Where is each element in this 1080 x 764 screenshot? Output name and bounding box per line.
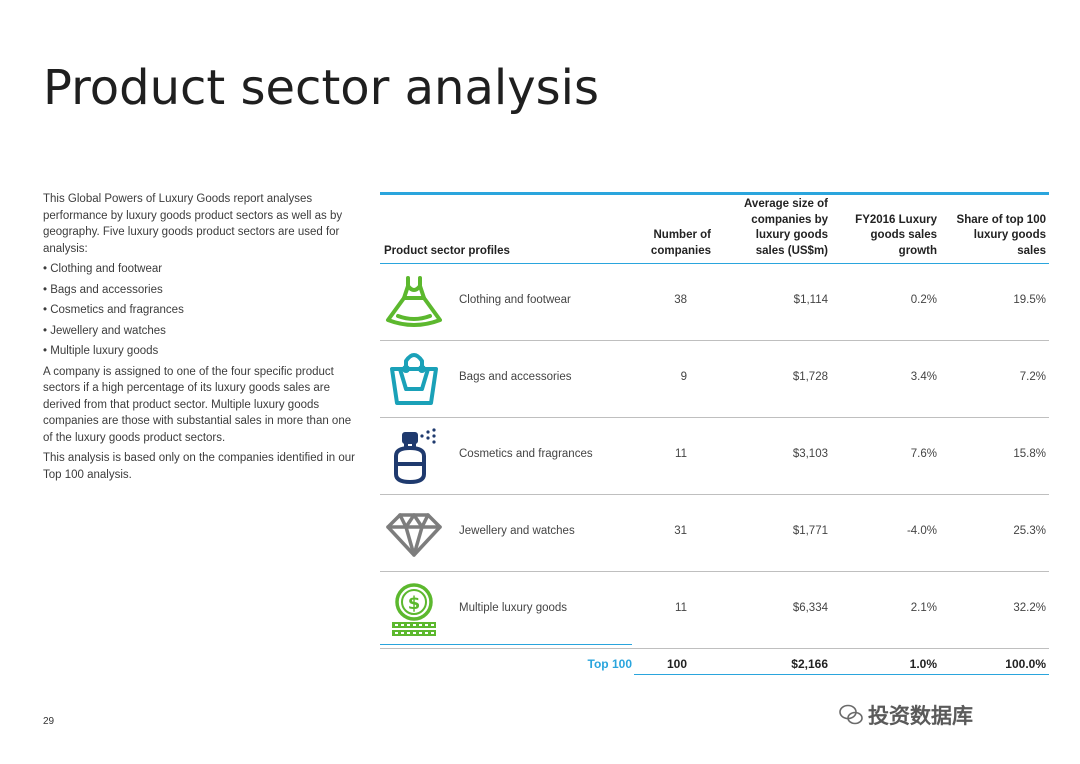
header-share: Share of top 100 luxury goods sales xyxy=(956,213,1046,257)
cell-growth: 0.2% xyxy=(910,294,937,306)
cell-share: 19.5% xyxy=(1013,294,1046,306)
perfume-icon xyxy=(394,428,436,484)
intro-paragraph-2: A company is assigned to one of the four… xyxy=(43,365,352,444)
table-header: Product sector profiles Number of compan… xyxy=(380,195,1049,264)
cell-avg-size: $3,103 xyxy=(792,448,828,460)
header-profile: Product sector profiles xyxy=(384,244,510,257)
total-label: Top 100 xyxy=(587,657,632,671)
handbag-icon xyxy=(390,353,438,405)
total-growth: 1.0% xyxy=(909,657,937,671)
cell-number: 11 xyxy=(675,602,687,614)
row-label: Jewellery and watches xyxy=(459,525,575,537)
bullet-item: Cosmetics and fragrances xyxy=(43,302,361,319)
row-label: Cosmetics and fragrances xyxy=(459,448,593,460)
bullet-item: Clothing and footwear xyxy=(43,261,361,278)
sector-bullet-list: Clothing and footwear Bags and accessori… xyxy=(43,261,361,360)
row-label: Multiple luxury goods xyxy=(459,602,568,614)
cell-growth: 7.6% xyxy=(910,448,937,460)
table-row: Jewellery and watches 31 $1,771 -4.0% 25… xyxy=(380,495,1049,572)
row-label: Bags and accessories xyxy=(459,371,572,383)
dress-icon xyxy=(386,276,442,327)
intro-text: This Global Powers of Luxury Goods repor… xyxy=(43,191,361,487)
table-row: $ Multiple luxury goods 11 $6,334 2.1% 3… xyxy=(380,572,1049,649)
total-number: 100 xyxy=(666,657,687,671)
cell-growth: 3.4% xyxy=(910,371,937,383)
header-avg-size: Average size of companies by luxury good… xyxy=(744,198,828,257)
total-avg-size: $2,166 xyxy=(791,657,828,671)
table-row: Cosmetics and fragrances 11 $3,103 7.6% … xyxy=(380,418,1049,495)
cell-number: 11 xyxy=(675,448,687,460)
cell-share: 15.8% xyxy=(1013,448,1046,460)
intro-paragraph-3: This analysis is based only on the compa… xyxy=(43,452,355,481)
svg-text:$: $ xyxy=(408,593,421,614)
cell-growth: 2.1% xyxy=(910,602,937,614)
header-number: Number of companies xyxy=(650,229,711,257)
cell-growth: -4.0% xyxy=(906,525,937,537)
watermark-text: 投资数据库 xyxy=(868,704,973,728)
cell-number: 31 xyxy=(674,525,687,537)
bullet-item: Bags and accessories xyxy=(43,282,361,299)
bullet-item: Multiple luxury goods xyxy=(43,343,361,360)
bullet-item: Jewellery and watches xyxy=(43,323,361,340)
wechat-icon xyxy=(839,704,863,725)
cell-avg-size: $1,771 xyxy=(792,525,828,537)
cell-share: 25.3% xyxy=(1013,525,1046,537)
table-total-row: Top 100 100 $2,166 1.0% 100.0% xyxy=(380,649,1049,677)
table-top-rule xyxy=(380,192,1049,195)
cell-share: 32.2% xyxy=(1013,602,1046,614)
table-row: Bags and accessories 9 $1,728 3.4% 7.2% xyxy=(380,341,1049,418)
cell-number: 9 xyxy=(680,371,687,383)
cell-avg-size: $1,728 xyxy=(792,371,828,383)
money-icon: $ xyxy=(392,583,436,636)
cell-avg-size: $1,114 xyxy=(793,294,828,306)
total-rule-right xyxy=(634,674,1049,675)
cell-number: 38 xyxy=(674,294,687,306)
page-title: Product sector analysis xyxy=(43,60,599,116)
total-rule-left xyxy=(380,644,632,645)
cell-avg-size: $6,334 xyxy=(792,602,828,614)
diamond-icon xyxy=(386,513,442,557)
intro-paragraph-1: This Global Powers of Luxury Goods repor… xyxy=(43,193,343,255)
row-label: Clothing and footwear xyxy=(459,294,571,306)
page-number: 29 xyxy=(43,716,55,727)
sector-table: Product sector profiles Number of compan… xyxy=(380,192,1049,677)
table-row: Clothing and footwear 38 $1,114 0.2% 19.… xyxy=(380,264,1049,341)
cell-share: 7.2% xyxy=(1019,371,1046,383)
header-growth: FY2016 Luxury goods sales growth xyxy=(855,213,937,257)
total-share: 100.0% xyxy=(1005,657,1046,671)
